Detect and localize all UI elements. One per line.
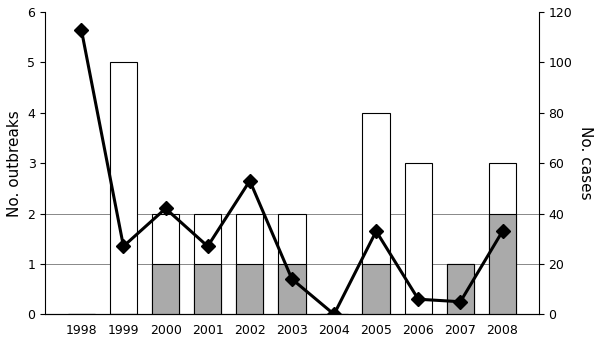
Bar xyxy=(489,163,516,314)
Bar xyxy=(194,214,221,314)
Bar xyxy=(236,264,263,314)
Bar xyxy=(362,264,390,314)
Bar xyxy=(489,214,516,314)
Bar xyxy=(110,62,137,314)
Y-axis label: No. cases: No. cases xyxy=(578,126,593,200)
Bar xyxy=(194,264,221,314)
Bar xyxy=(236,214,263,314)
Bar xyxy=(278,264,305,314)
Y-axis label: No. outbreaks: No. outbreaks xyxy=(7,110,22,216)
Bar xyxy=(447,264,474,314)
Bar xyxy=(447,264,474,314)
Bar xyxy=(362,113,390,314)
Bar xyxy=(152,264,179,314)
Bar xyxy=(404,163,432,314)
Bar xyxy=(152,214,179,314)
Bar xyxy=(278,214,305,314)
